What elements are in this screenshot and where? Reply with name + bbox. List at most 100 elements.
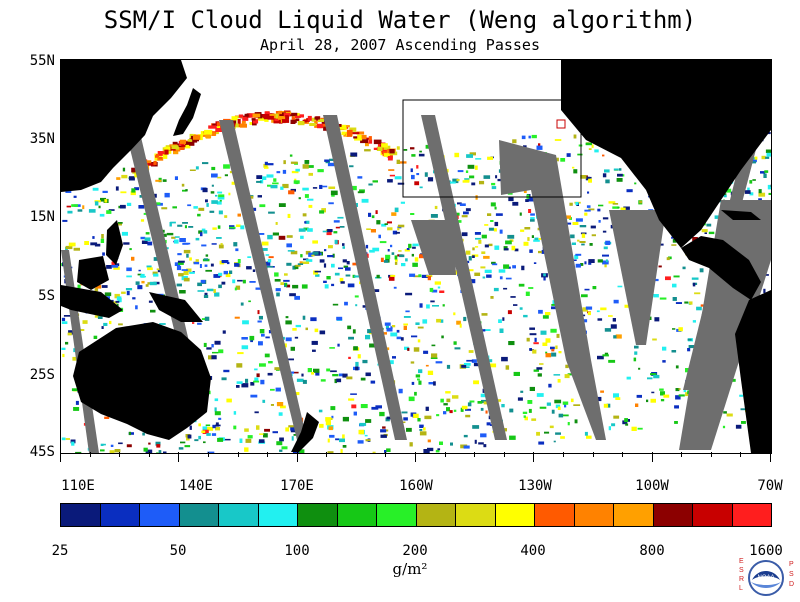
colorbar-swatch-4 (219, 504, 259, 526)
cloud-cell (156, 444, 160, 448)
cloud-cell (709, 232, 715, 234)
cloud-cell (298, 121, 305, 125)
cloud-cell (283, 160, 286, 164)
cloud-cell (305, 194, 309, 198)
psd-letter-d: D (789, 581, 794, 588)
cloud-cell (137, 285, 142, 289)
cloud-cell (586, 307, 592, 310)
cloud-cell (361, 404, 368, 408)
cloud-cell (205, 199, 208, 202)
cloud-cell (525, 199, 529, 202)
cloud-cell (185, 189, 187, 191)
cloud-cell (365, 335, 370, 339)
cloud-cell (392, 325, 395, 327)
cloud-cell (602, 155, 604, 157)
cloud-cell (354, 275, 359, 277)
cloud-cell (499, 269, 506, 272)
cloud-cell (588, 179, 592, 183)
cloud-cell (147, 266, 152, 268)
cloud-cell (361, 378, 366, 381)
cloud-cell (273, 431, 279, 433)
cloud-cell (379, 412, 384, 416)
psd-letter-p: P (789, 561, 794, 568)
cloud-cell (419, 151, 422, 153)
cloud-cell (327, 255, 334, 257)
cloud-cell (523, 315, 528, 317)
cloud-cell (203, 441, 206, 443)
cloud-cell (215, 398, 219, 401)
cloud-cell (211, 174, 218, 178)
cloud-cell (259, 363, 266, 366)
cloud-cell (131, 257, 134, 261)
lat-label-55n: 55N (0, 53, 55, 69)
cloud-cell (684, 302, 688, 304)
colorbar-label-800: 800 (622, 543, 682, 559)
cloud-cell (259, 433, 263, 435)
cloud-cell (692, 278, 699, 280)
cloud-cell (509, 409, 513, 413)
cloud-cell (484, 175, 491, 179)
cloud-cell (635, 404, 638, 408)
cloud-cell (311, 255, 314, 257)
cloud-cell (560, 158, 565, 162)
cloud-cell (530, 387, 535, 391)
cloud-cell (590, 243, 593, 246)
cloud-cell (388, 156, 393, 161)
cloud-cell (192, 322, 194, 324)
cloud-cell (440, 399, 444, 403)
cloud-cell (604, 404, 608, 408)
lon-tick (652, 452, 653, 462)
cloud-cell (472, 247, 474, 250)
cloud-cell (156, 452, 158, 453)
cloud-cell (534, 262, 536, 264)
cloud-cell (632, 427, 637, 431)
cloud-cell (292, 328, 296, 331)
cloud-cell (380, 429, 386, 432)
cloud-cell (404, 316, 411, 318)
cloud-cell (282, 119, 289, 123)
cloud-cell (103, 191, 108, 193)
cloud-cell (500, 276, 503, 279)
cloud-cell (200, 232, 203, 236)
cloud-cell (723, 426, 725, 428)
cloud-cell (205, 270, 212, 272)
cloud-cell (600, 391, 604, 393)
cloud-cell (577, 154, 582, 156)
cloud-cell (213, 289, 216, 293)
cloud-cell (212, 243, 217, 245)
cloud-cell (545, 312, 550, 315)
cloud-cell (362, 135, 367, 139)
cloud-cell (326, 369, 330, 372)
cloud-cell (503, 288, 507, 290)
cloud-cell (387, 179, 393, 182)
cloud-cell (110, 450, 115, 453)
colorbar-label-200: 200 (385, 543, 445, 559)
cloud-cell (229, 271, 232, 275)
cloud-cell (529, 409, 532, 413)
cloud-cell (146, 232, 150, 234)
cloud-cell (700, 268, 704, 272)
cloud-cell (530, 219, 535, 222)
cloud-cell (206, 203, 208, 207)
cloud-cell (504, 248, 509, 250)
cloud-cell (286, 263, 291, 266)
cloud-cell (617, 178, 623, 182)
cloud-cell (584, 261, 586, 264)
cloud-cell (187, 204, 191, 206)
cloud-cell (454, 410, 457, 412)
cloud-cell (304, 221, 306, 223)
cloud-cell (102, 285, 108, 288)
cloud-cell (196, 166, 199, 169)
cloud-cell (520, 230, 524, 232)
cloud-cell (116, 177, 120, 180)
cloud-cell (238, 119, 241, 124)
cloud-cell (414, 392, 417, 396)
cloud-cell (696, 307, 702, 311)
cloud-cell (83, 320, 88, 324)
cloud-cell (403, 417, 408, 420)
cloud-cell (470, 401, 475, 403)
cloud-cell (443, 304, 445, 306)
cloud-cell (104, 417, 109, 419)
cloud-cell (303, 316, 306, 320)
cloud-cell (544, 432, 549, 434)
